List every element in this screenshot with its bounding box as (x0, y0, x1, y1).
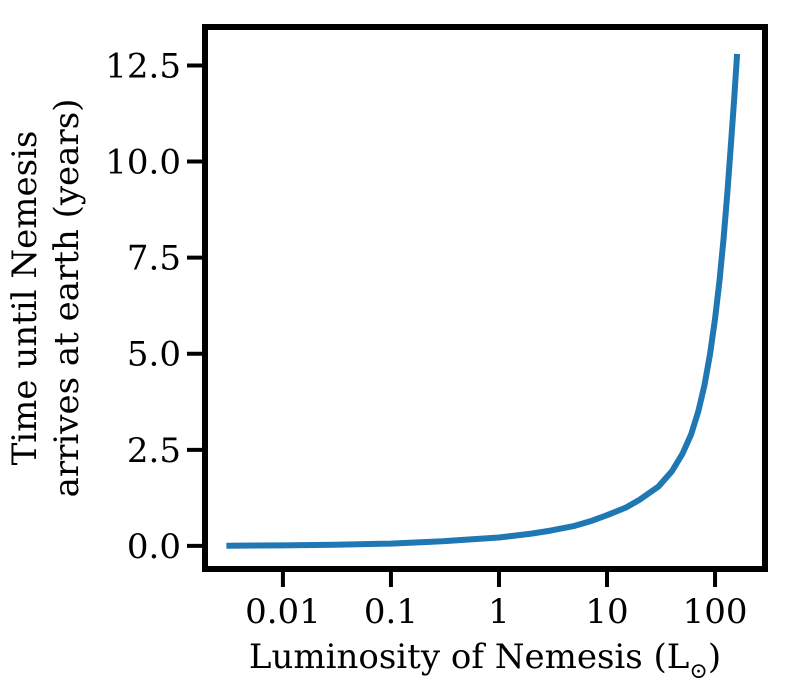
y-axis-label-line-2: arrives at earth (years) (47, 99, 87, 498)
y-axis-ticks: 0.0 2.5 5.0 7.5 10.0 12.5 (105, 46, 205, 567)
x-tick-label: 0.1 (364, 592, 418, 632)
y-axis-label-line-1: Time until Nemesis (5, 131, 45, 466)
x-tick-label: 100 (683, 592, 748, 632)
series-layer (226, 53, 741, 549)
x-tick-label: 10 (585, 592, 628, 632)
x-tick-label: 1 (488, 592, 510, 632)
x-axis-label: Luminosity of Nemesis (L⊙) (249, 637, 721, 684)
y-tick-label: 0.0 (127, 527, 181, 567)
series-line-time (226, 53, 741, 549)
y-tick-label: 10.0 (105, 143, 181, 183)
y-tick-label: 2.5 (127, 431, 181, 471)
y-tick-label: 12.5 (105, 46, 181, 86)
y-tick-label: 5.0 (127, 335, 181, 375)
x-axis-ticks: 0.01 0.1 1 10 100 (245, 569, 747, 632)
x-tick-label: 0.01 (245, 592, 321, 632)
y-tick-label: 7.5 (127, 239, 181, 279)
plot-frame (202, 24, 768, 572)
